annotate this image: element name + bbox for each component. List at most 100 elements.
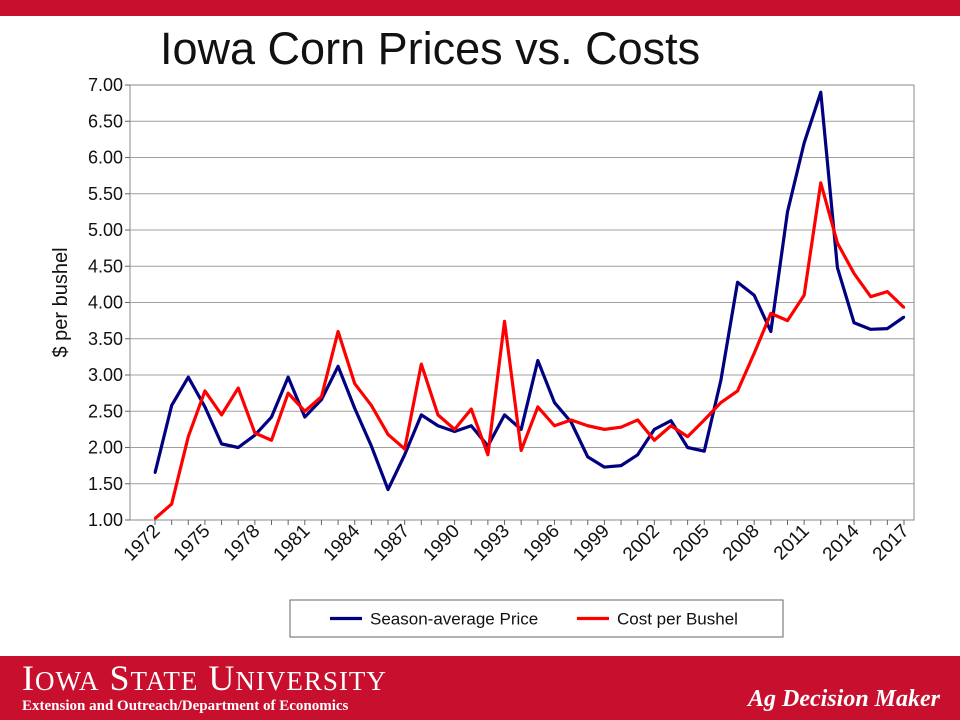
price-point: [286, 375, 290, 379]
price-point: [703, 449, 706, 453]
y-tick-label: 4.50: [88, 256, 123, 276]
slide-title: Iowa Corn Prices vs. Costs: [160, 23, 701, 74]
cost-point: [420, 362, 423, 366]
cost-point: [836, 241, 839, 245]
cost-point: [619, 426, 623, 429]
cost-point: [603, 428, 606, 431]
y-tick-label: 6.00: [88, 148, 123, 168]
footer-bar: IOWA STATE UNIVERSITY Extension and Outr…: [0, 656, 960, 720]
price-point: [170, 404, 173, 407]
y-tick-label: 2.00: [88, 438, 123, 458]
price-point: [786, 210, 789, 214]
price-point: [420, 413, 423, 417]
price-point: [386, 488, 390, 491]
x-tick-label: 2014: [819, 520, 864, 565]
price-point: [187, 375, 190, 379]
price-point: [586, 455, 589, 459]
cost-point: [636, 418, 639, 422]
price-point: [736, 281, 739, 284]
cost-point: [386, 433, 390, 436]
price-point: [453, 430, 456, 433]
cost-point: [819, 181, 822, 185]
price-point: [686, 446, 689, 449]
cost-point: [220, 413, 223, 417]
cost-series-line: [153, 181, 906, 520]
price-point: [669, 419, 673, 422]
cost-point: [802, 294, 806, 297]
price-point: [719, 378, 723, 382]
x-tick-label: 2011: [770, 521, 814, 565]
price-point: [470, 424, 473, 427]
price-point: [836, 266, 839, 269]
x-tick-label: 1972: [120, 521, 165, 566]
x-tick-label: 1987: [369, 521, 414, 566]
y-tick-label: 7.00: [88, 75, 123, 95]
y-tick-label: 4.00: [88, 293, 123, 313]
cost-point: [753, 352, 756, 355]
cost-point: [436, 413, 440, 417]
price-point: [753, 294, 756, 297]
price-point: [237, 446, 240, 449]
cost-point: [852, 272, 856, 275]
cost-point: [286, 391, 290, 395]
cost-point: [503, 320, 506, 323]
y-axis-label: $ per bushel: [50, 247, 72, 357]
price-point: [603, 465, 606, 469]
x-tick-label: 1978: [220, 521, 265, 566]
cost-point: [569, 418, 573, 422]
y-tick-label: 3.50: [88, 329, 123, 349]
price-series-line: [153, 90, 905, 492]
university-name: IOWA STATE UNIVERSITY: [22, 658, 387, 698]
cost-point: [869, 295, 872, 298]
cost-point: [320, 395, 323, 398]
cost-point: [719, 401, 723, 404]
brand-label: Ag Decision Maker: [748, 686, 940, 712]
price-point: [802, 141, 806, 145]
cost-point: [769, 312, 773, 315]
cost-point: [703, 418, 706, 422]
cost-point: [203, 389, 207, 393]
price-point: [203, 405, 207, 409]
price-point: [852, 321, 856, 324]
y-tick-label: 5.00: [88, 220, 123, 240]
x-tick-label: 2005: [669, 521, 714, 566]
price-point: [370, 444, 373, 448]
cost-point: [253, 431, 257, 435]
cost-point: [553, 424, 556, 427]
line-chart: 1.00 1.50 2.00 2.50 3.00 3.50 4.00 4.50 5.00 5.50…: [50, 75, 915, 638]
cost-point: [453, 428, 456, 431]
cost-point: [786, 319, 789, 322]
y-tick-label: 5.50: [88, 184, 123, 204]
price-point: [653, 428, 656, 431]
legend-box: [289, 599, 784, 638]
cost-point: [170, 502, 173, 506]
cost-point: [237, 386, 240, 390]
cost-point: [303, 410, 306, 413]
x-tick-label: 1996: [519, 521, 564, 566]
cost-point: [470, 407, 473, 411]
cost-point: [153, 517, 157, 520]
price-point: [769, 330, 773, 333]
cost-point: [486, 453, 490, 456]
cost-point: [902, 306, 906, 309]
cost-point: [187, 435, 190, 438]
y-tick-label: 2.50: [88, 401, 123, 421]
x-tick-label: 1990: [419, 521, 464, 566]
price-point: [270, 415, 273, 419]
price-point: [902, 315, 906, 319]
top-accent-bar: [0, 0, 960, 16]
cost-point: [686, 435, 689, 438]
price-point: [353, 407, 356, 410]
x-tick-label: 2002: [619, 521, 664, 566]
y-tick-label: 3.00: [88, 365, 123, 385]
x-tick-label: 1984: [320, 520, 365, 565]
price-point: [536, 359, 540, 362]
price-point: [636, 453, 639, 456]
cost-point: [270, 439, 273, 442]
legend-label: Cost per Bushel: [617, 610, 738, 629]
cost-point: [586, 424, 589, 427]
y-tick-label: 1.00: [88, 510, 123, 530]
legend-label: Season-average Price: [370, 610, 538, 629]
price-point: [503, 413, 506, 417]
cost-point: [736, 389, 739, 393]
